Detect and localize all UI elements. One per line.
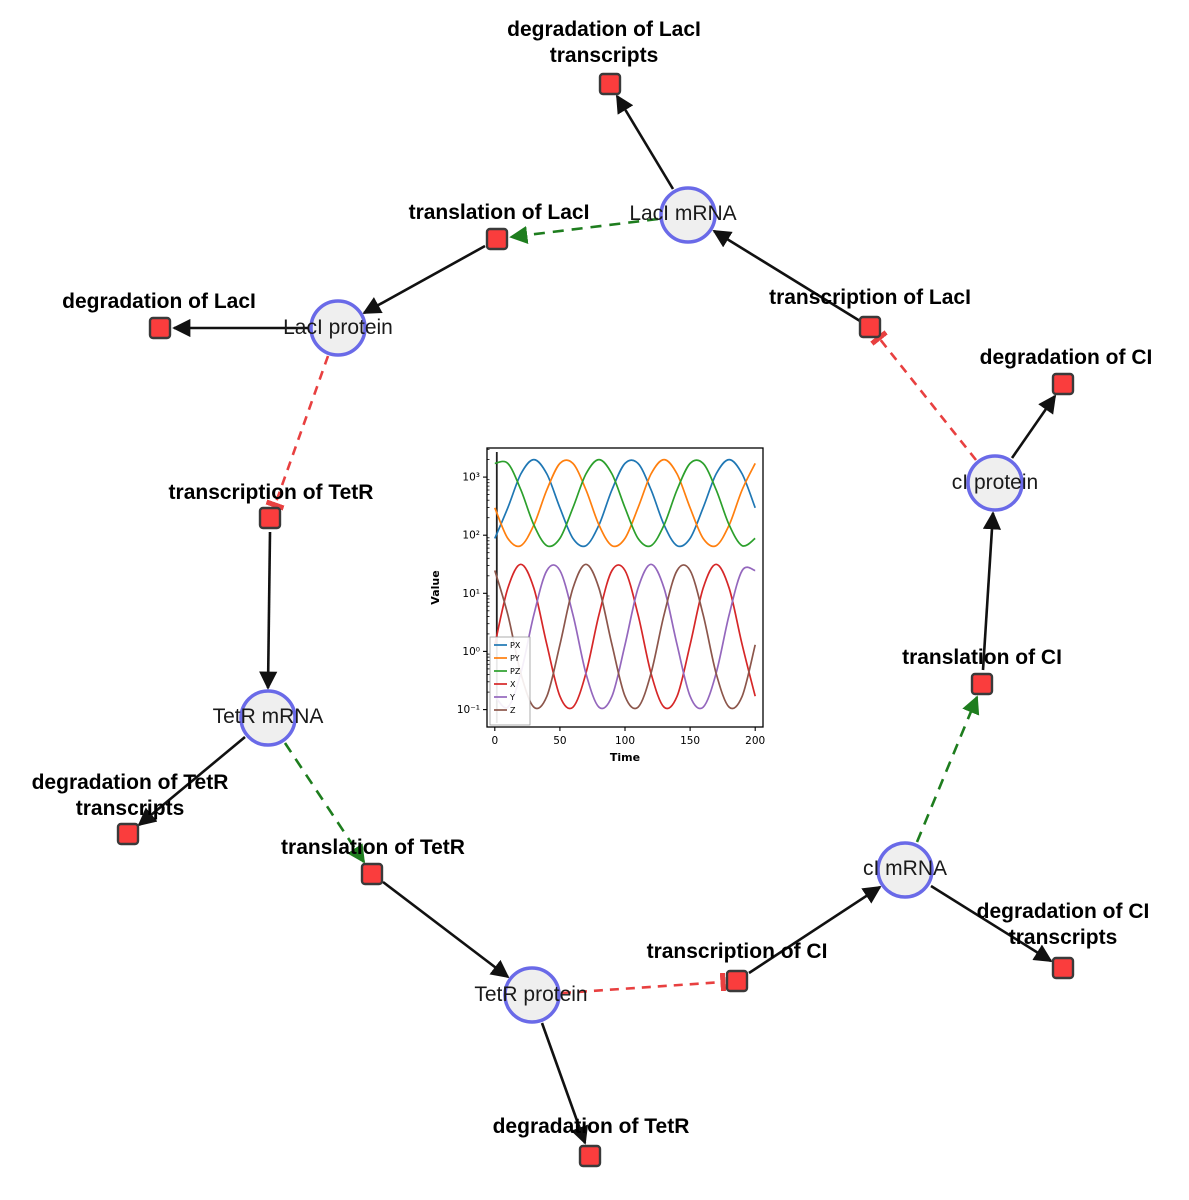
svg-text:Y: Y xyxy=(509,693,515,702)
edge-transcription-laci-to-laci-mrna xyxy=(712,229,861,323)
svg-text:X: X xyxy=(510,680,516,689)
inset-chart-canvas: 10⁻¹ 10⁰ 10¹ 10² 10³ 0 50 100 150 200 Time Value PX P… xyxy=(429,447,765,764)
svg-text:Value: Value xyxy=(429,570,442,604)
edge-translation-laci-to-laci-protein xyxy=(362,244,486,315)
svg-text:PZ: PZ xyxy=(510,667,521,676)
svg-text:150: 150 xyxy=(680,735,700,747)
svg-text:PX: PX xyxy=(510,641,521,650)
edge-modifier-tetr-mrna-to-translation-tetr xyxy=(283,742,366,864)
species-node-laci-protein[interactable] xyxy=(309,299,367,357)
species-node-ci-protein[interactable] xyxy=(966,454,1024,512)
edge-modifier-ci-mrna-to-translation-ci xyxy=(915,695,980,843)
svg-text:10¹: 10¹ xyxy=(462,588,480,600)
svg-text:Time: Time xyxy=(610,751,640,764)
reaction-node-degradation-ci[interactable] xyxy=(1051,372,1075,396)
svg-text:Z: Z xyxy=(510,706,516,715)
reaction-node-translation-laci[interactable] xyxy=(485,227,509,251)
reaction-node-translation-ci[interactable] xyxy=(970,672,994,696)
reaction-node-degradation-ci-transcripts[interactable] xyxy=(1051,956,1075,980)
edge-inhibition-tetr-protein-to-transcription-ci xyxy=(561,972,727,995)
svg-text:200: 200 xyxy=(745,735,765,747)
reaction-node-transcription-ci[interactable] xyxy=(725,969,749,993)
edge-translation-tetr-to-tetr-protein xyxy=(382,880,510,979)
edge-translation-ci-to-ci-protein xyxy=(981,511,1002,671)
edge-ci-protein-to-degradation-ci xyxy=(1010,394,1057,459)
species-node-tetr-protein[interactable] xyxy=(503,966,561,1024)
edge-tetr-mrna-to-degradation-tetr-transcripts xyxy=(137,735,246,827)
reaction-node-degradation-tetr[interactable] xyxy=(578,1144,602,1168)
svg-text:100: 100 xyxy=(615,735,635,747)
svg-text:50: 50 xyxy=(553,735,566,747)
edge-laci-mrna-to-degradation-laci-transcripts xyxy=(615,94,675,190)
reaction-node-translation-tetr[interactable] xyxy=(360,862,384,886)
svg-text:10⁻¹: 10⁻¹ xyxy=(457,704,480,716)
species-node-tetr-mrna[interactable] xyxy=(239,689,297,747)
species-node-laci-mrna[interactable] xyxy=(659,186,717,244)
svg-text:10²: 10² xyxy=(462,530,480,542)
reaction-node-transcription-tetr[interactable] xyxy=(258,506,282,530)
inset-simulation-chart: 10⁻¹ 10⁰ 10¹ 10² 10³ 0 50 100 150 200 Time Value PX P… xyxy=(425,438,777,773)
species-node-ci-mrna[interactable] xyxy=(876,841,934,899)
svg-text:0: 0 xyxy=(491,735,498,747)
svg-text:10⁰: 10⁰ xyxy=(462,646,480,658)
edge-tetr-protein-to-degradation-tetr xyxy=(540,1022,589,1145)
svg-text:PY: PY xyxy=(510,654,520,663)
edge-transcription-ci-to-ci-mrna xyxy=(748,885,882,975)
svg-text:10³: 10³ xyxy=(462,472,480,484)
reaction-node-degradation-tetr-transcripts[interactable] xyxy=(116,822,140,846)
edge-transcription-tetr-to-tetr-mrna xyxy=(259,531,278,690)
edge-ci-mrna-to-degradation-ci-transcripts xyxy=(930,884,1053,963)
reaction-node-degradation-laci[interactable] xyxy=(148,316,172,340)
edge-inhibition-laci-protein-to-transcription-tetr xyxy=(265,355,330,511)
reaction-node-degradation-laci-transcripts[interactable] xyxy=(598,72,622,96)
reaction-node-transcription-laci[interactable] xyxy=(858,315,882,339)
edge-modifier-laci-mrna-to-translation-laci xyxy=(509,217,659,245)
edge-inhibition-ci-protein-to-transcription-laci xyxy=(870,330,978,461)
